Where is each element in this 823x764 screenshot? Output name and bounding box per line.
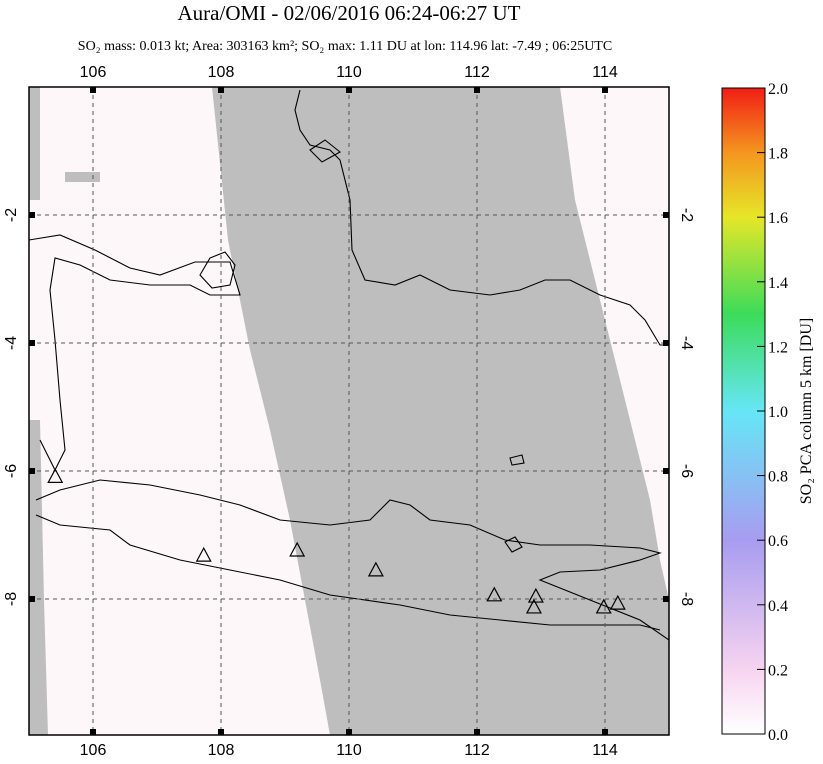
no-data-edge (29, 420, 48, 735)
no-data-patch (65, 172, 100, 182)
map-area (29, 87, 669, 735)
colorbar-tick-label: 0.8 (768, 469, 788, 486)
volcano (609, 594, 626, 610)
x-tick-label: 108 (208, 742, 235, 759)
colorbar-axis: 0.0 0.2 0.4 0.6 0.8 1.0 1.2 1.4 1.6 1.8 2.0 (757, 81, 788, 744)
no-data-edge (29, 87, 40, 200)
volcano (525, 598, 542, 614)
x-tick-label: 114 (592, 64, 618, 81)
subtitle: SO₂ mass: 0.013 kt; Area: 303163 km²; SO… (78, 39, 612, 54)
colorbar-tick-label: 1.8 (768, 146, 788, 163)
x-tick-label: 106 (80, 742, 107, 759)
x-tick-label: 112 (464, 742, 490, 759)
title: Aura/OMI - 02/06/2016 06:24-06:27 UT (178, 1, 521, 25)
colorbar-tick-label: 1.2 (768, 339, 788, 356)
y-tick-label: -4 (3, 336, 20, 350)
colorbar-tick-label: 0.0 (768, 727, 788, 744)
x-tick-label: 106 (80, 64, 107, 81)
no-data-swath (212, 87, 669, 735)
colorbar-tick-label: 0.4 (768, 598, 788, 615)
x-tick-label: 110 (336, 64, 362, 81)
x-tick-label: 112 (464, 64, 490, 81)
colorbar-tick-label: 1.4 (768, 275, 788, 292)
x-tick-label: 108 (208, 64, 235, 81)
volcano (527, 587, 544, 603)
y-tick-label: -8 (678, 592, 695, 606)
colorbar-tick-label: 1.0 (768, 404, 788, 421)
y-tick-label: -6 (3, 464, 20, 478)
coastlines (29, 89, 669, 641)
volcano (289, 541, 306, 557)
x-tick-label: 110 (336, 742, 362, 759)
y-tick-label: -2 (3, 208, 20, 222)
y-tick-label: -8 (3, 592, 20, 606)
volcanoes (47, 468, 626, 614)
y-tick-label: -2 (678, 208, 695, 222)
volcano (595, 598, 612, 614)
colorbar-label: SO₂ PCA column 5 km [DU] (798, 318, 815, 504)
colorbar-tick-label: 1.6 (768, 210, 788, 227)
volcano (195, 546, 212, 562)
colorbar-tick-label: 2.0 (768, 81, 788, 98)
axes: 106 106 108 108 110 110 112 112 114 114 -2 -2 -4 -4 -6… (3, 64, 695, 759)
colorbar-tick-label: 0.6 (768, 533, 788, 550)
grid (29, 87, 669, 735)
volcano (47, 468, 64, 483)
y-tick-label: -4 (678, 336, 695, 350)
volcano (486, 586, 503, 602)
volcano (367, 561, 384, 577)
y-tick-label: -6 (678, 464, 695, 478)
colorbar-tick-label: 0.2 (768, 662, 788, 679)
x-tick-label: 114 (592, 742, 618, 759)
